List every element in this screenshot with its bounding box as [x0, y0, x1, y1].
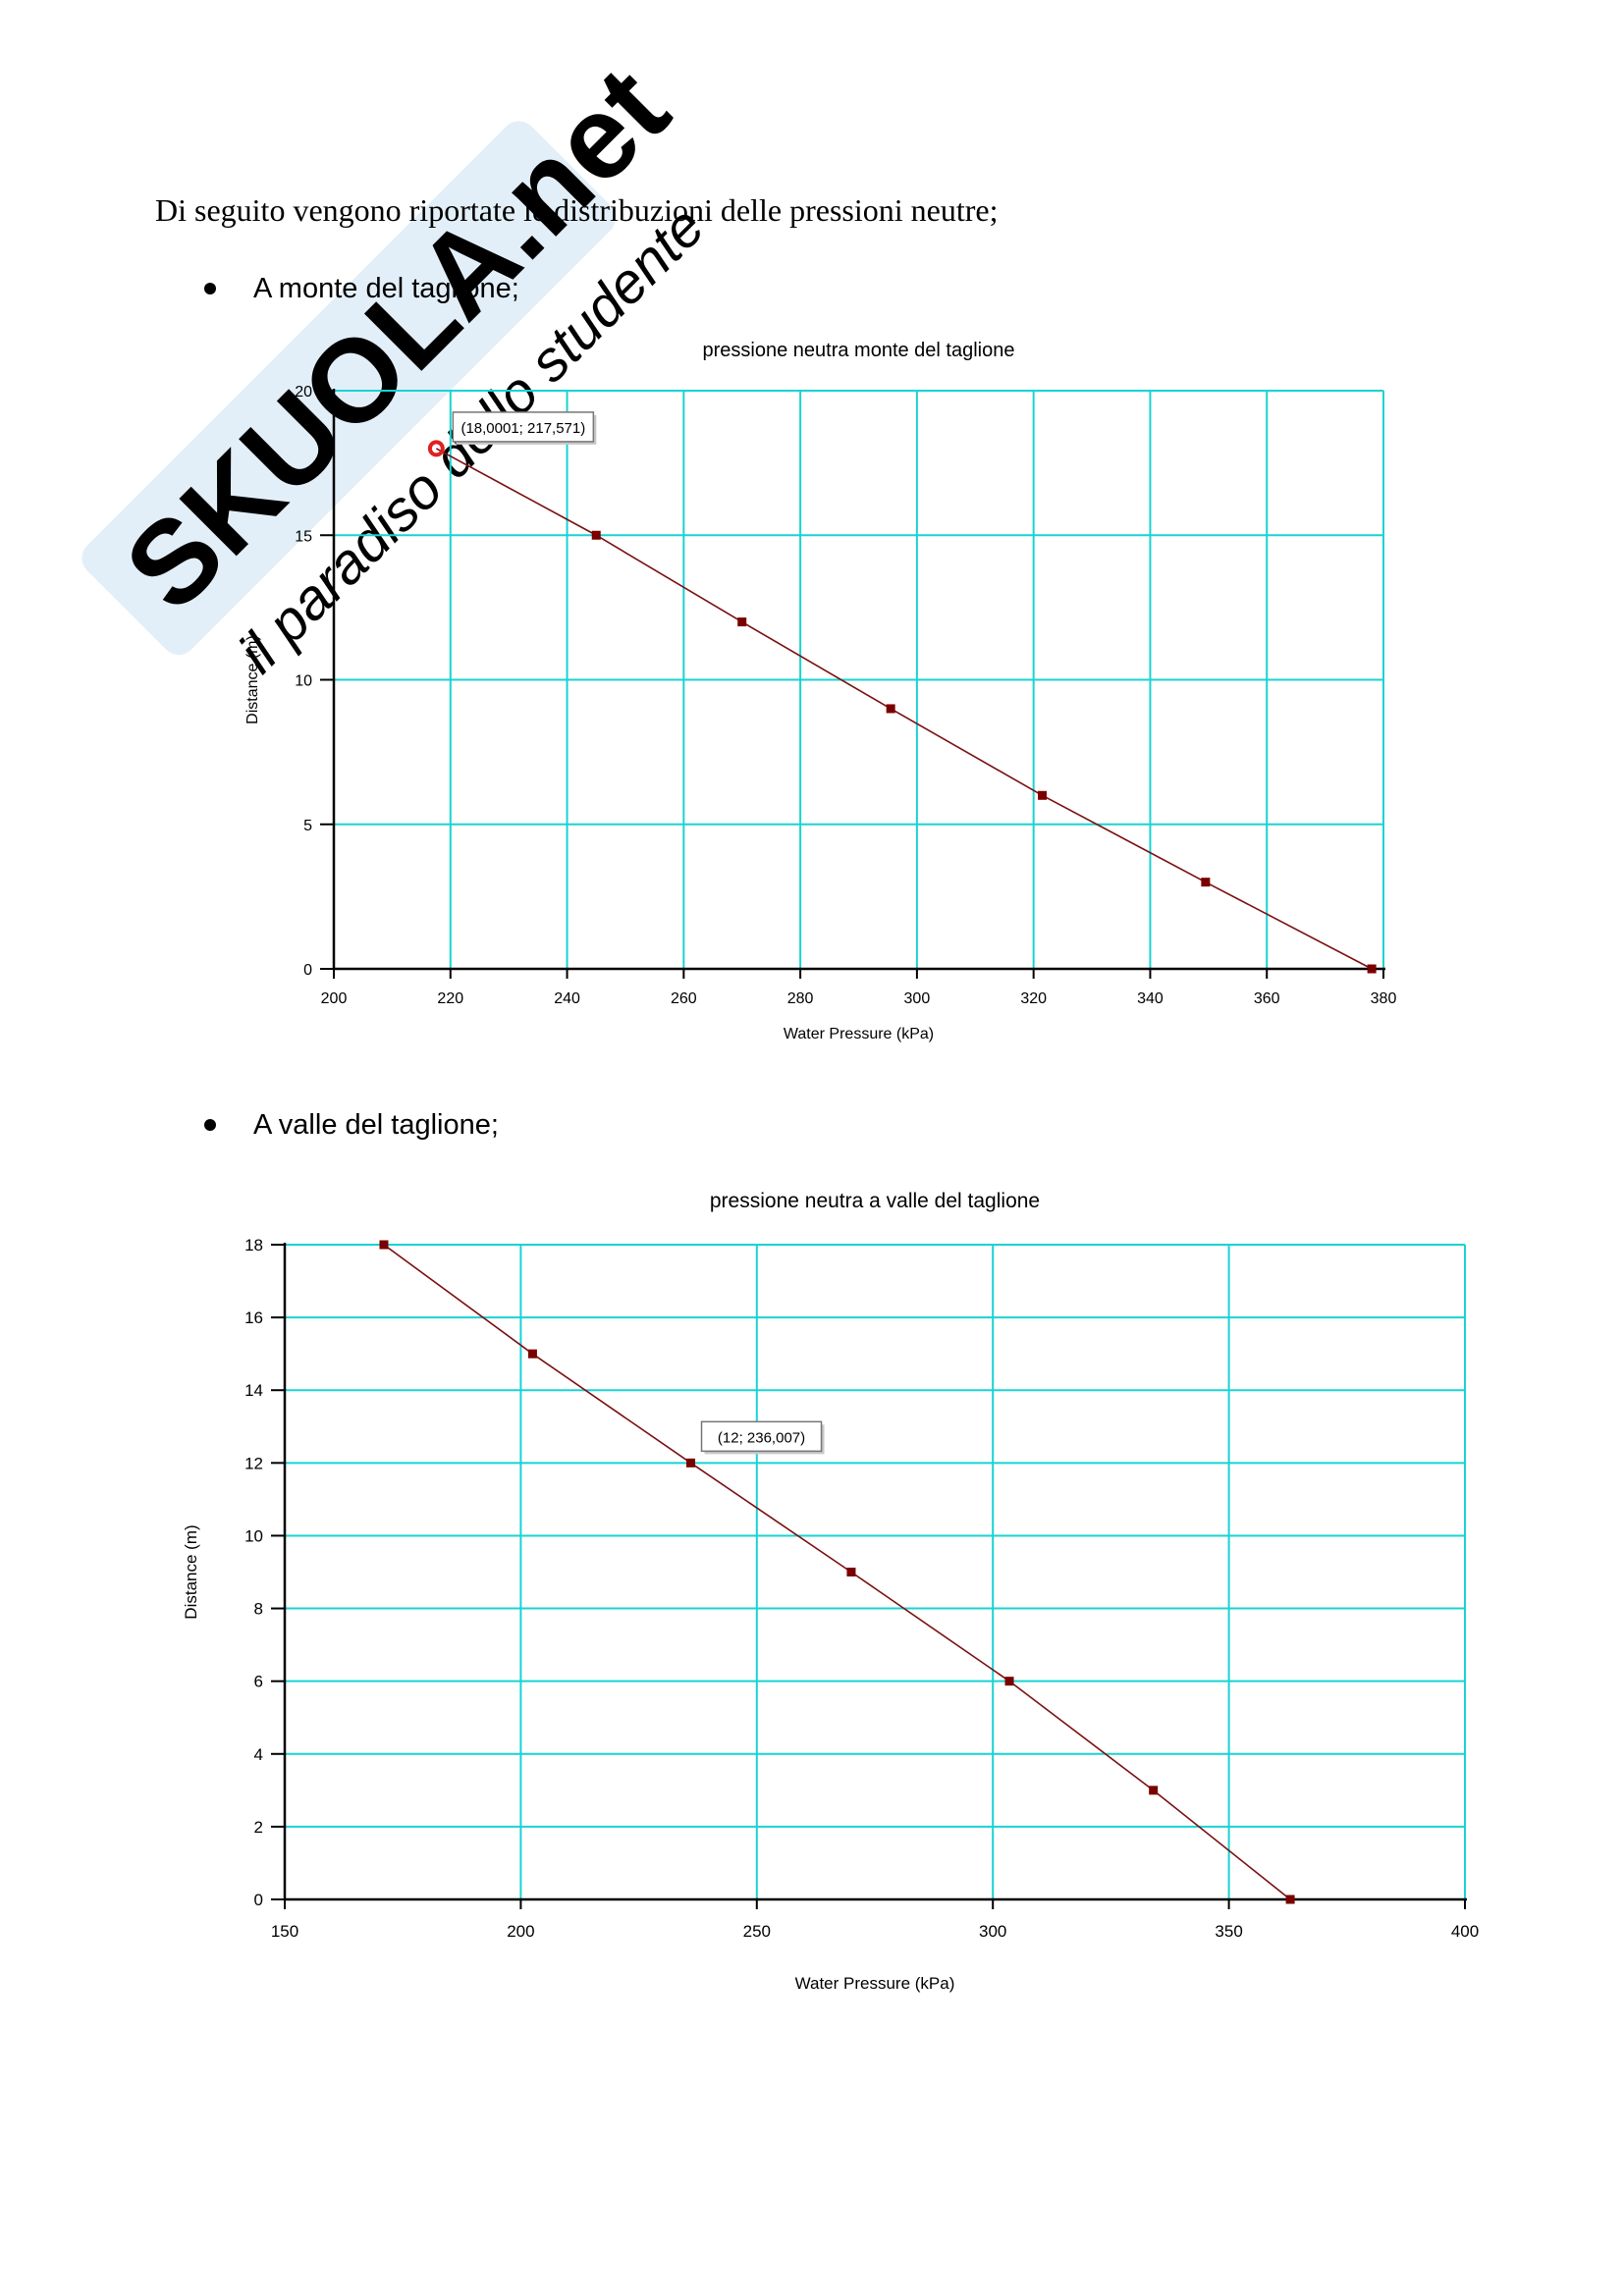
y-tick-label: 15 [295, 528, 312, 545]
x-tick-label: 340 [1137, 990, 1164, 1007]
series-line [435, 448, 1373, 970]
y-tick-label: 2 [254, 1818, 263, 1837]
tooltip-text: (12; 236,007) [718, 1429, 805, 1446]
y-tick-label: 6 [254, 1673, 263, 1691]
x-tick-label: 220 [437, 990, 463, 1007]
y-tick-label: 5 [303, 818, 312, 834]
tooltip-box [452, 411, 595, 443]
tooltip-box [700, 1420, 823, 1453]
y-tick-label: 8 [254, 1600, 263, 1619]
data-point [1149, 1786, 1159, 1795]
y-axis-label: Distance (m) [244, 635, 261, 724]
data-point-highlighted [427, 440, 445, 457]
data-point [686, 1458, 696, 1468]
y-axis-label: Distance (m) [182, 1524, 200, 1619]
chart-title: pressione neutra monte del taglione [703, 340, 1015, 361]
x-tick-label: 300 [904, 990, 931, 1007]
x-tick-label: 350 [1215, 1922, 1242, 1941]
bullet-dot-icon [204, 1119, 216, 1131]
x-axis-label: Water Pressure (kPa) [784, 1026, 934, 1042]
y-tick-label: 12 [244, 1454, 263, 1472]
x-axis-label: Water Pressure (kPa) [795, 1974, 955, 1993]
y-tick-label: 0 [254, 1891, 263, 1909]
intro-paragraph: Di seguito vengono riportate le distribu… [155, 192, 999, 228]
x-tick-label: 280 [787, 990, 814, 1007]
bullet-label: A monte del taglione; [253, 273, 519, 304]
x-tick-label: 320 [1020, 990, 1047, 1007]
chart-valle: pressione neutra a valle del taglione 150… [182, 1190, 1479, 1993]
y-tick-label: 14 [244, 1381, 263, 1400]
bullet-dot-icon [204, 283, 216, 294]
data-point [527, 1349, 537, 1359]
bullet-label: A valle del taglione; [253, 1109, 499, 1141]
chart-title: pressione neutra a valle del taglione [710, 1190, 1040, 1212]
y-tick-label: 10 [244, 1526, 263, 1545]
data-point [379, 1240, 389, 1250]
y-tick-label: 18 [244, 1236, 263, 1255]
x-tick-label: 360 [1254, 990, 1280, 1007]
data-point [886, 704, 895, 714]
data-point [846, 1568, 856, 1576]
x-tick-label: 380 [1371, 990, 1397, 1007]
x-tick-label: 200 [321, 990, 348, 1007]
x-tick-label: 200 [507, 1922, 534, 1941]
data-point [1201, 878, 1211, 887]
data-tooltip: (18,0001; 217,571) [452, 411, 597, 445]
y-tick-label: 0 [303, 962, 312, 979]
x-tick-label: 260 [671, 990, 697, 1007]
data-point [1038, 790, 1048, 800]
data-point [737, 617, 747, 627]
y-tick-label: 16 [244, 1308, 263, 1327]
data-point [1285, 1895, 1295, 1904]
y-tick-label: 4 [254, 1745, 263, 1764]
data-point [1004, 1677, 1014, 1686]
x-tick-label: 240 [554, 990, 580, 1007]
y-tick-label: 20 [295, 384, 312, 400]
data-point [1367, 964, 1377, 974]
x-tick-label: 150 [271, 1922, 298, 1941]
data-point [591, 530, 601, 540]
x-tick-label: 300 [979, 1922, 1006, 1941]
data-tooltip: (12; 236,007) [700, 1420, 825, 1455]
y-tick-label: 10 [295, 673, 312, 690]
x-tick-label: 400 [1451, 1922, 1479, 1941]
tooltip-text: (18,0001; 217,571) [460, 420, 585, 437]
x-tick-label: 250 [743, 1922, 771, 1941]
